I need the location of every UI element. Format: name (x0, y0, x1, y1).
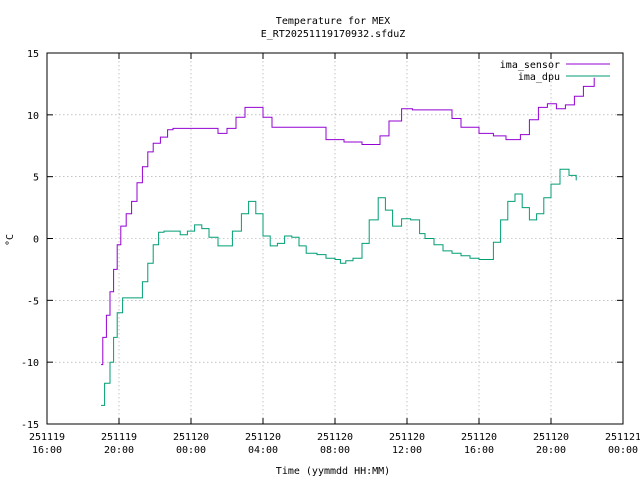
y-tick-label: 5 (33, 173, 39, 184)
x-tick-label-date: 251121 (605, 432, 640, 443)
y-tick-label: -10 (21, 358, 39, 369)
x-tick-label-time: 08:00 (320, 445, 350, 456)
x-tick-label-date: 251120 (461, 432, 497, 443)
x-tick-label-date: 251120 (389, 432, 425, 443)
chart-subtitle: E_RT20251119170932.sfduZ (261, 29, 406, 40)
y-tick-label: -5 (27, 296, 39, 307)
x-tick-label-time: 00:00 (608, 445, 638, 456)
series-line-ima-dpu (101, 168, 577, 406)
x-tick-label-date: 251120 (245, 432, 281, 443)
y-tick-label: 15 (27, 49, 39, 60)
axis-ticks (46, 52, 624, 425)
series-lines (101, 77, 595, 406)
x-tick-label-time: 20:00 (104, 445, 134, 456)
y-tick-label: 0 (33, 235, 39, 246)
legend: ima_sensor ima_dpu (500, 60, 610, 83)
y-tick-label: 10 (27, 111, 39, 122)
y-axis-label: °C (5, 234, 16, 246)
x-axis-label: Time (yymmdd HH:MM) (276, 466, 390, 477)
x-tick-label-date: 251119 (29, 432, 65, 443)
y-tick-label: -15 (21, 420, 39, 431)
x-tick-label-time: 12:00 (392, 445, 422, 456)
series-line-ima-sensor (101, 77, 595, 366)
chart-title: Temperature for MEX (276, 16, 390, 27)
legend-label-ima-sensor: ima_sensor (500, 60, 560, 71)
x-tick-label-time: 00:00 (176, 445, 206, 456)
x-tick-label-time: 04:00 (248, 445, 278, 456)
x-tick-label-time: 20:00 (536, 445, 566, 456)
x-tick-label-time: 16:00 (464, 445, 494, 456)
x-tick-label-date: 251120 (173, 432, 209, 443)
grid (47, 53, 623, 424)
legend-label-ima-dpu: ima_dpu (518, 72, 560, 83)
axis-tick-labels: -15 -10 -5 0 5 10 15 251119 16:00 251119 20:00 2511… (21, 49, 640, 456)
x-tick-label-date: 251120 (533, 432, 569, 443)
x-tick-label-date: 251120 (317, 432, 353, 443)
x-tick-label-time: 16:00 (32, 445, 62, 456)
x-tick-label-date: 251119 (101, 432, 137, 443)
